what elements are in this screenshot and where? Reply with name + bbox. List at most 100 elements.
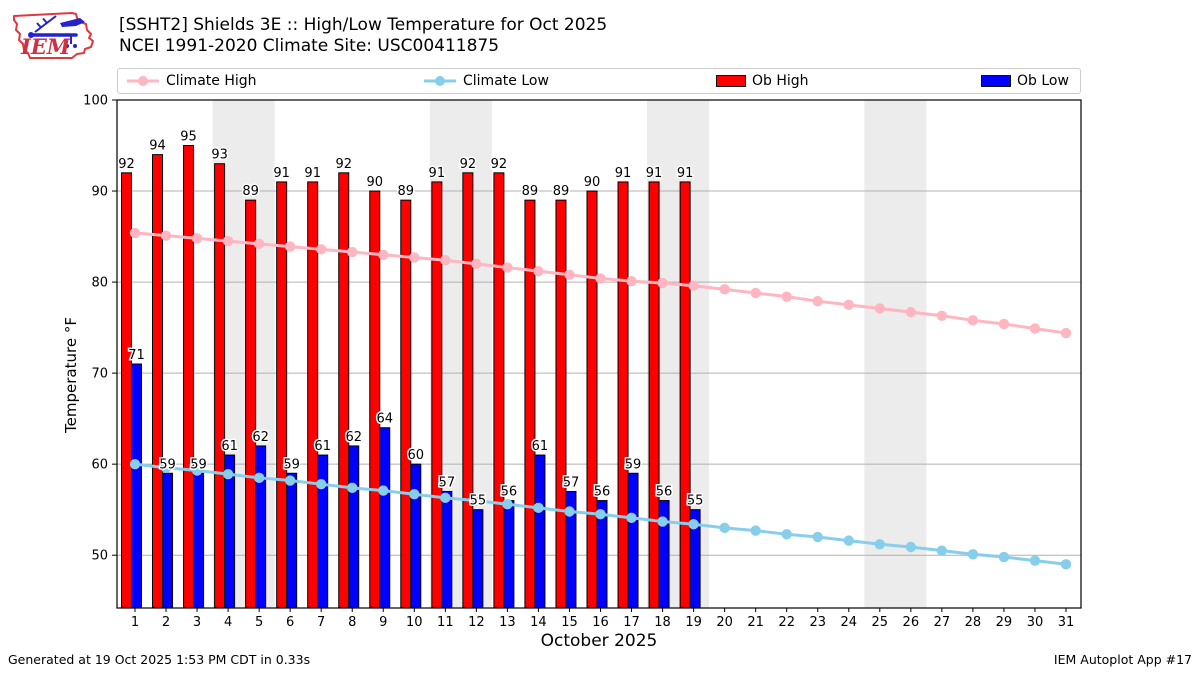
climate-low-marker [1060,559,1072,570]
climate-high-marker [1029,323,1041,334]
x-axis-title: October 2025 [540,631,658,651]
climate-low-marker [688,519,699,530]
x-tick-label: 26 [903,615,920,630]
climate-high-marker [284,241,296,252]
x-tick-label: 2 [162,615,170,630]
climate-low-marker [936,545,948,556]
x-tick-label: 19 [685,615,702,630]
x-tick-label: 29 [996,615,1013,630]
ob-high-bar [338,172,350,608]
ob-low-label: 56 [656,485,673,500]
ob-low-label: 56 [594,485,611,500]
ob-high-bar [245,199,257,608]
ob-high-bar [648,181,660,608]
climate-low-marker [129,458,141,470]
weekend-band [864,100,927,608]
ob-low-label: 59 [159,457,176,472]
climate-low-marker [440,492,451,504]
climate-low-marker [595,509,606,520]
ob-low-bar [627,472,639,608]
ob-high-label: 95 [180,130,197,145]
ob-high-bar [121,172,132,608]
legend-item-climate-high: Climate High [126,69,257,93]
ob-low-bar [162,472,174,608]
climate-low-marker [967,549,979,560]
climate-low-marker [781,529,792,540]
x-tick-label: 20 [716,615,733,630]
ob-high-label: 89 [522,184,539,199]
climate-high-marker [347,246,358,258]
ob-low-bar [472,509,484,608]
ob-high-bar [493,172,505,608]
climate-high-marker [409,252,420,263]
x-tick-label: 23 [809,615,826,630]
ob-low-bar [317,454,329,608]
ob-high-label: 92 [491,157,508,172]
ob-high-label: 92 [335,157,352,172]
ob-low-label: 62 [252,430,269,445]
climate-low-marker [253,472,265,484]
climate-low-marker [191,465,203,476]
ob-low-label: 57 [439,475,456,490]
ob-low-label: 61 [314,439,331,454]
x-tick-label: 30 [1027,615,1044,630]
climate-low-marker [471,495,482,506]
climate-high-marker [440,255,451,266]
ob-low-label: 61 [221,439,238,454]
x-tick-label: 31 [1058,615,1075,630]
climate-high-marker [471,258,482,270]
ob-high-label: 89 [242,184,259,199]
y-axis-title: Temperature °F [62,317,80,433]
x-tick-label: 21 [747,615,764,630]
generated-timestamp: Generated at 19 Oct 2025 1:53 PM CDT in … [8,652,311,667]
climate-low-marker [657,516,668,527]
legend: Climate High Climate Low Ob High Ob Low [117,68,1081,94]
ob-low-bar [534,454,546,608]
climate-high-marker [967,315,979,326]
x-tick-label: 24 [840,615,857,630]
climate-high-marker [812,295,823,307]
climate-low-marker [160,462,172,473]
ob-high-label: 91 [304,166,321,181]
x-tick-label: 25 [872,615,889,630]
climate-low-marker [843,535,854,546]
climate-low-marker [284,475,296,486]
climate-low-marker [222,468,234,480]
title-block: [SSHT2] Shields 3E :: High/Low Temperatu… [119,15,607,57]
ob-high-label: 91 [615,166,632,181]
x-tick-label: 22 [778,615,795,630]
ob-high-bar [462,172,474,608]
climate-low-marker [719,522,730,534]
climate-high-marker [564,269,575,280]
x-tick-label: 17 [623,615,640,630]
climate-high-marker [719,284,730,295]
ob-low-legend-swatch [981,75,1011,87]
climate-low-marker [347,482,358,494]
ob-low-label: 57 [563,475,580,490]
climate-low-marker [378,485,389,496]
x-tick-label: 1 [131,615,139,630]
ob-high-bar [431,181,443,608]
climate-high-marker [129,227,141,239]
x-tick-label: 12 [468,615,485,630]
climate-low-marker [905,541,917,553]
x-tick-label: 14 [530,615,547,630]
climate-high-marker [315,244,327,255]
ob-low-label: 61 [532,439,549,454]
climate-high-marker [160,230,172,241]
ob-low-bar [131,363,142,608]
climate-high-marker [905,306,917,318]
ob-high-label: 91 [646,166,663,181]
ob-low-bar [410,463,422,608]
climate-low-legend-marker [423,74,457,88]
ob-low-bar [193,472,205,608]
climate-high-marker [626,275,637,287]
chart-title: [SSHT2] Shields 3E :: High/Low Temperatu… [119,15,608,35]
x-tick-label: 27 [934,615,951,630]
ob-low-label: 62 [345,430,362,445]
climate-high-marker [936,310,948,321]
x-tick-label: 16 [592,615,609,630]
climate-low-marker [1029,555,1041,566]
